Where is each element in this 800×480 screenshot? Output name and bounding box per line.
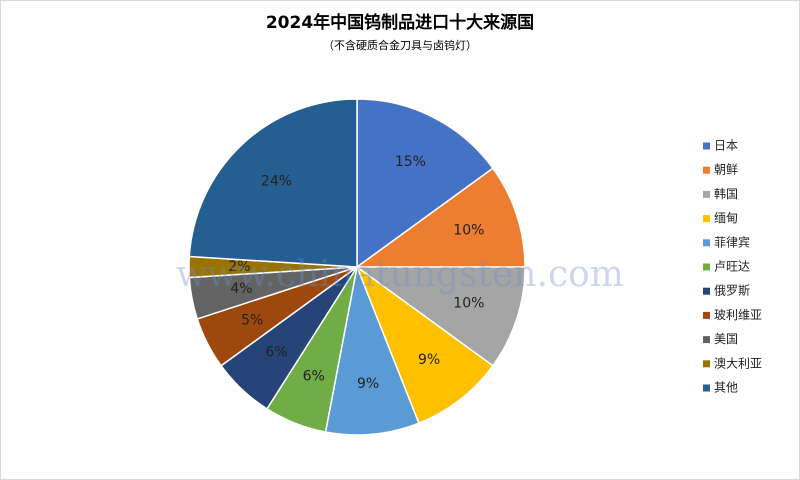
legend-label: 菲律宾 bbox=[714, 234, 750, 249]
legend-swatch bbox=[703, 263, 710, 271]
pie-slice bbox=[354, 266, 526, 367]
pie-slice bbox=[354, 167, 526, 268]
legend-label: 俄罗斯 bbox=[714, 284, 750, 298]
data-label: 9% bbox=[418, 352, 440, 368]
legend-label: 其他 bbox=[714, 381, 738, 395]
data-label: 2% bbox=[228, 259, 250, 275]
legend-swatch bbox=[703, 287, 710, 295]
data-label: 5% bbox=[241, 312, 263, 328]
watermark: www.chinatungsten.com bbox=[176, 254, 624, 295]
legend-swatch bbox=[703, 336, 710, 344]
legend-label: 缅甸 bbox=[714, 211, 738, 225]
legend-swatch bbox=[703, 142, 710, 150]
legend-swatch bbox=[703, 384, 710, 392]
pie-slice bbox=[356, 98, 494, 269]
chart-subtitle: （不含硬质合金刀具与卤钨灯） bbox=[323, 38, 477, 52]
legend-label: 卢旺达 bbox=[714, 259, 750, 274]
data-label: 15% bbox=[395, 154, 426, 170]
legend-swatch bbox=[703, 166, 710, 174]
data-label: 6% bbox=[303, 368, 325, 384]
data-label: 4% bbox=[230, 281, 252, 297]
chart-title: 2024年中国钨制品进口十大来源国 bbox=[266, 12, 534, 33]
legend-swatch bbox=[703, 190, 710, 198]
legend-label: 澳大利亚 bbox=[714, 356, 762, 370]
legend-label: 朝鲜 bbox=[714, 163, 738, 177]
data-label: 6% bbox=[265, 345, 287, 361]
pie-slice bbox=[324, 264, 420, 436]
legend-label: 玻利维亚 bbox=[714, 308, 762, 322]
legend-swatch bbox=[703, 360, 710, 368]
data-label: 10% bbox=[453, 223, 484, 239]
data-label: 9% bbox=[357, 376, 379, 392]
data-label: 24% bbox=[261, 173, 292, 189]
legend-label: 日本 bbox=[714, 139, 738, 153]
legend-label: 韩国 bbox=[714, 186, 738, 201]
legend-swatch bbox=[703, 311, 710, 319]
pie-slice bbox=[188, 98, 358, 268]
legend-swatch bbox=[703, 239, 710, 247]
data-label: 10% bbox=[453, 295, 484, 311]
legend-label: 美国 bbox=[714, 332, 738, 346]
legend-swatch bbox=[703, 215, 710, 223]
pie-slice bbox=[355, 264, 494, 425]
